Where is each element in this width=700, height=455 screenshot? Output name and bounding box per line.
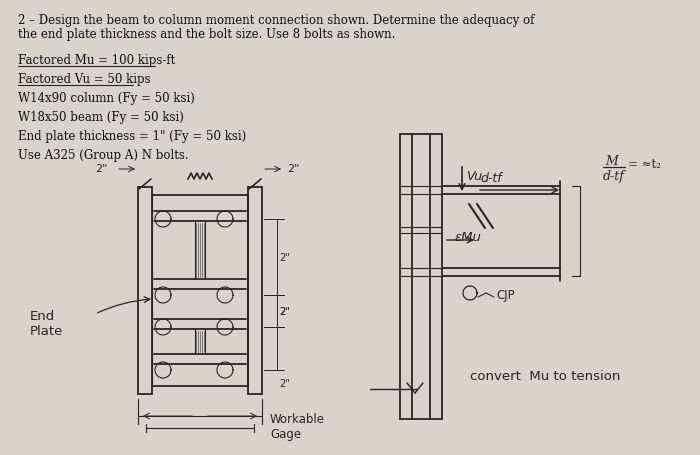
Text: 2": 2" [279, 379, 290, 389]
Text: d-tf: d-tf [603, 170, 625, 182]
Text: Factored Vu = 50 kips: Factored Vu = 50 kips [18, 73, 150, 86]
Text: End
Plate: End Plate [30, 309, 64, 337]
Text: = ≈t₂: = ≈t₂ [628, 157, 661, 171]
Text: 2 – Design the beam to column moment connection shown. Determine the adequacy of: 2 – Design the beam to column moment con… [18, 14, 534, 27]
Text: W14x90 column (Fy = 50 ksi): W14x90 column (Fy = 50 ksi) [18, 92, 195, 105]
Text: Vu: Vu [466, 170, 482, 182]
Text: Workable
Gage: Workable Gage [270, 412, 325, 440]
Text: convert  Mu to tension: convert Mu to tension [470, 369, 620, 382]
Text: Factored Mu = 100 kips-ft: Factored Mu = 100 kips-ft [18, 54, 175, 67]
Text: εMu: εMu [454, 231, 481, 243]
Text: the end plate thickness and the bolt size. Use 8 bolts as shown.: the end plate thickness and the bolt siz… [18, 28, 395, 41]
Text: 2": 2" [96, 164, 108, 174]
Text: 2": 2" [279, 306, 290, 316]
Text: 2": 2" [287, 164, 300, 174]
Text: W18x50 beam (Fy = 50 ksi): W18x50 beam (Fy = 50 ksi) [18, 111, 184, 124]
Text: CJP: CJP [496, 288, 514, 301]
Text: d-tf: d-tf [480, 172, 502, 185]
Text: 2": 2" [279, 306, 290, 316]
Text: 2": 2" [279, 253, 290, 263]
Text: End plate thickness = 1" (Fy = 50 ksi): End plate thickness = 1" (Fy = 50 ksi) [18, 130, 246, 143]
Text: Use A325 (Group A) N bolts.: Use A325 (Group A) N bolts. [18, 149, 188, 162]
Text: M: M [605, 155, 617, 167]
